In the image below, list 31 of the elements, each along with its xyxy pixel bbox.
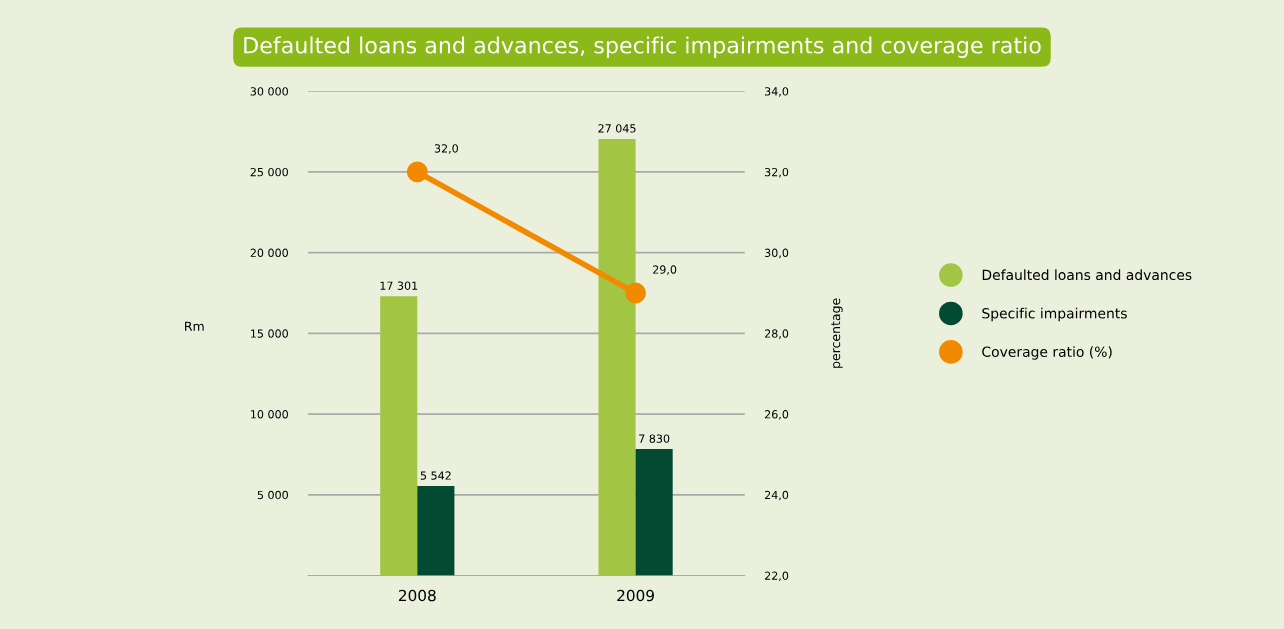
data-label: 29,0 [653, 265, 677, 275]
bar [598, 138, 636, 576]
chart-title: Defaulted loans and advances, specific impairments and coverage ratio [244, 36, 1041, 58]
x-tick-label: 2008 [398, 589, 436, 602]
y2-tick-label: 34,0 [765, 87, 789, 97]
legend-label: Coverage ratio (%) [982, 346, 1112, 360]
data-label: 7 830 [639, 434, 670, 443]
y-tick-label: 30 000 [250, 87, 288, 96]
y-tick-label: 5 000 [257, 490, 288, 500]
legend-label: Specific impairments [982, 307, 1127, 322]
y-tick-label: 20 000 [250, 248, 288, 258]
y2-tick-label: 28,0 [764, 329, 789, 339]
data-label: 32,0 [434, 144, 458, 154]
bar [380, 296, 418, 576]
y-axis-title: Rm [185, 321, 204, 331]
y2-tick-label: 26,0 [764, 410, 789, 420]
legend-label: Defaulted loans and advances [982, 269, 1192, 281]
y2-axis-title: percentage [831, 298, 843, 368]
bar [635, 449, 673, 576]
y2-tick-label: 30,0 [765, 248, 789, 259]
data-label: 17 301 [380, 281, 418, 290]
y-tick-label: 25 000 [250, 167, 288, 177]
y-tick-label: 10 000 [251, 410, 288, 419]
y2-tick-label: 24,0 [764, 490, 789, 501]
y2-tick-label: 32,0 [765, 167, 789, 178]
data-label: 5 542 [420, 471, 451, 480]
x-tick-label: 2009 [617, 589, 654, 602]
y-tick-label: 15 000 [251, 329, 288, 338]
y2-tick-label: 22,0 [764, 571, 789, 582]
data-label: 27 045 [598, 124, 636, 133]
bar [417, 486, 455, 576]
